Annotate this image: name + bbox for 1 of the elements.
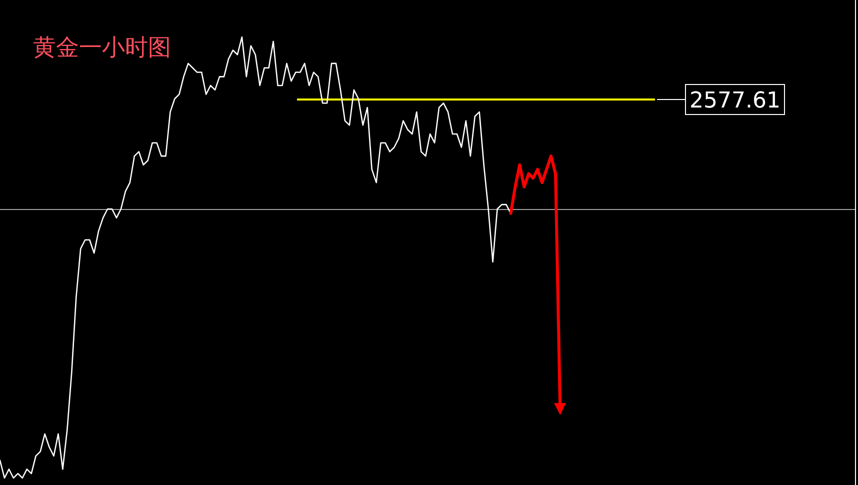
chart-title: 黄金一小时图	[33, 35, 171, 61]
